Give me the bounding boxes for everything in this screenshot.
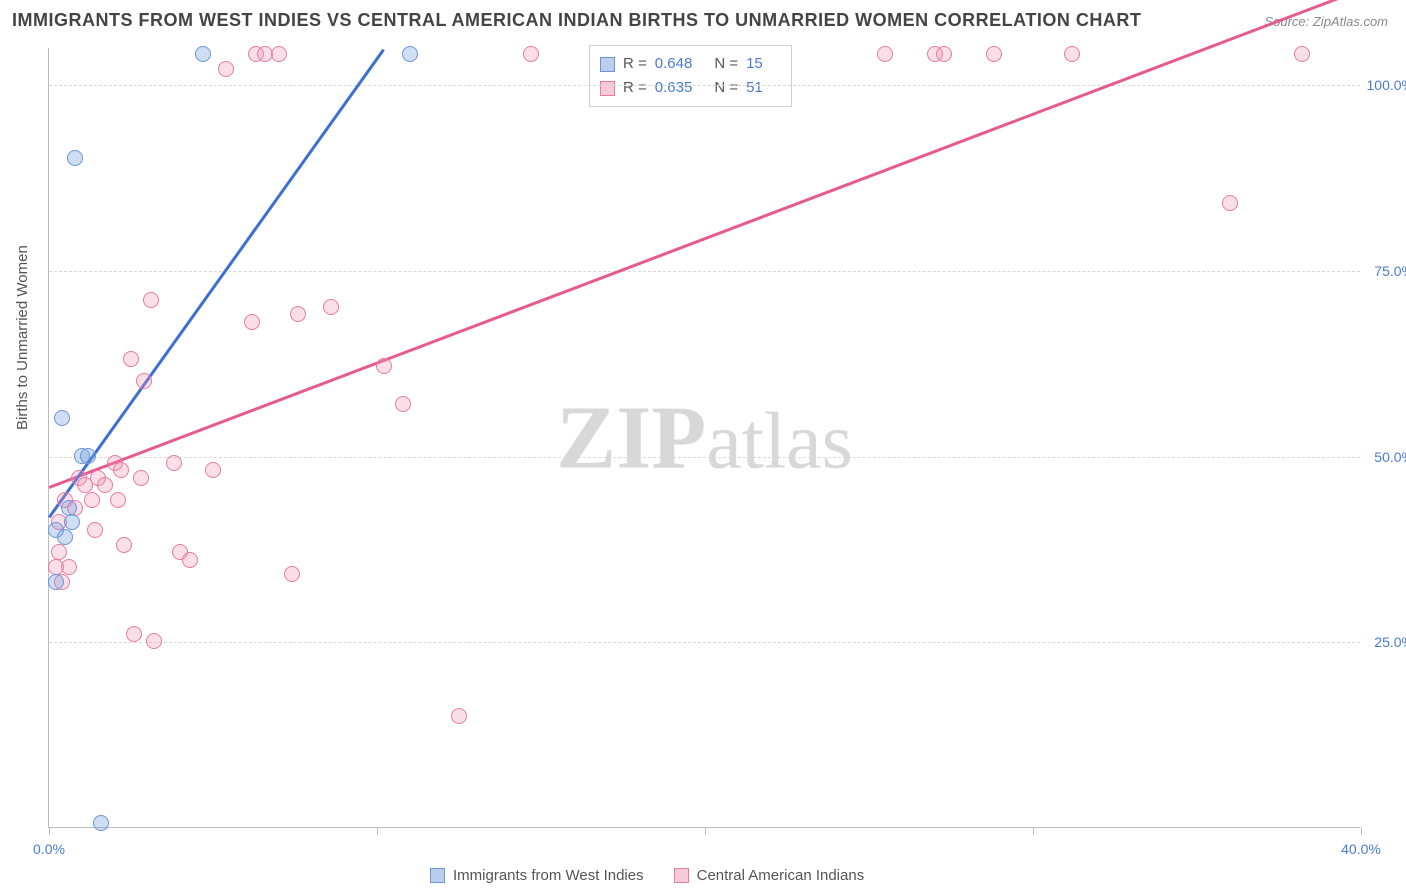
data-point	[51, 544, 67, 560]
x-tick	[705, 827, 706, 835]
stats-legend: R = 0.648 N = 15 R = 0.635 N = 51	[589, 45, 792, 107]
data-point	[87, 522, 103, 538]
data-point	[126, 626, 142, 642]
data-point	[284, 566, 300, 582]
data-point	[523, 46, 539, 62]
data-point	[61, 559, 77, 575]
data-point	[116, 537, 132, 553]
data-point	[195, 46, 211, 62]
data-point	[1064, 46, 1080, 62]
data-point	[218, 61, 234, 77]
x-tick	[1361, 827, 1362, 835]
swatch-icon	[430, 868, 445, 883]
data-point	[205, 462, 221, 478]
watermark: ZIPatlas	[556, 386, 853, 489]
data-point	[84, 492, 100, 508]
data-point	[402, 46, 418, 62]
gridline	[49, 457, 1360, 458]
data-point	[244, 314, 260, 330]
trend-line	[48, 49, 385, 518]
r-label: R =	[623, 76, 647, 100]
data-point	[80, 448, 96, 464]
swatch-icon	[600, 81, 615, 96]
data-point	[271, 46, 287, 62]
data-point	[113, 462, 129, 478]
n-value: 15	[746, 52, 763, 76]
legend-item-pink: Central American Indians	[674, 867, 865, 884]
data-point	[57, 529, 73, 545]
chart-title: IMMIGRANTS FROM WEST INDIES VS CENTRAL A…	[12, 10, 1141, 31]
data-point	[451, 708, 467, 724]
data-point	[64, 514, 80, 530]
data-point	[143, 292, 159, 308]
x-tick	[1033, 827, 1034, 835]
data-point	[290, 306, 306, 322]
y-tick-label: 100.0%	[1367, 77, 1406, 93]
data-point	[986, 46, 1002, 62]
y-tick-label: 75.0%	[1374, 263, 1406, 279]
data-point	[146, 633, 162, 649]
data-point	[48, 574, 64, 590]
data-point	[93, 815, 109, 831]
plot-area: ZIPatlas R = 0.648 N = 15 R = 0.635 N = …	[48, 48, 1360, 828]
r-label: R =	[623, 52, 647, 76]
x-tick	[49, 827, 50, 835]
gridline	[49, 642, 1360, 643]
data-point	[54, 410, 70, 426]
data-point	[323, 299, 339, 315]
data-point	[133, 470, 149, 486]
r-value: 0.648	[655, 52, 693, 76]
n-label: N =	[714, 76, 738, 100]
swatch-icon	[674, 868, 689, 883]
series-legend: Immigrants from West Indies Central Amer…	[430, 867, 864, 884]
x-tick	[377, 827, 378, 835]
data-point	[97, 477, 113, 493]
gridline	[49, 85, 1360, 86]
source-attribution: Source: ZipAtlas.com	[1264, 14, 1388, 29]
r-value: 0.635	[655, 76, 693, 100]
data-point	[936, 46, 952, 62]
legend-label: Central American Indians	[697, 867, 865, 884]
y-tick-label: 25.0%	[1374, 634, 1406, 650]
data-point	[395, 396, 411, 412]
data-point	[61, 500, 77, 516]
data-point	[166, 455, 182, 471]
data-point	[136, 373, 152, 389]
legend-item-blue: Immigrants from West Indies	[430, 867, 644, 884]
x-tick-label: 0.0%	[33, 841, 65, 857]
data-point	[376, 358, 392, 374]
n-value: 51	[746, 76, 763, 100]
stats-row-pink: R = 0.635 N = 51	[600, 76, 777, 100]
data-point	[67, 150, 83, 166]
data-point	[877, 46, 893, 62]
x-tick-label: 40.0%	[1341, 841, 1381, 857]
data-point	[123, 351, 139, 367]
data-point	[1222, 195, 1238, 211]
data-point	[1294, 46, 1310, 62]
swatch-icon	[600, 57, 615, 72]
gridline	[49, 271, 1360, 272]
data-point	[110, 492, 126, 508]
legend-label: Immigrants from West Indies	[453, 867, 644, 884]
stats-row-blue: R = 0.648 N = 15	[600, 52, 777, 76]
y-tick-label: 50.0%	[1374, 449, 1406, 465]
y-axis-title: Births to Unmarried Women	[14, 245, 31, 430]
data-point	[182, 552, 198, 568]
n-label: N =	[714, 52, 738, 76]
